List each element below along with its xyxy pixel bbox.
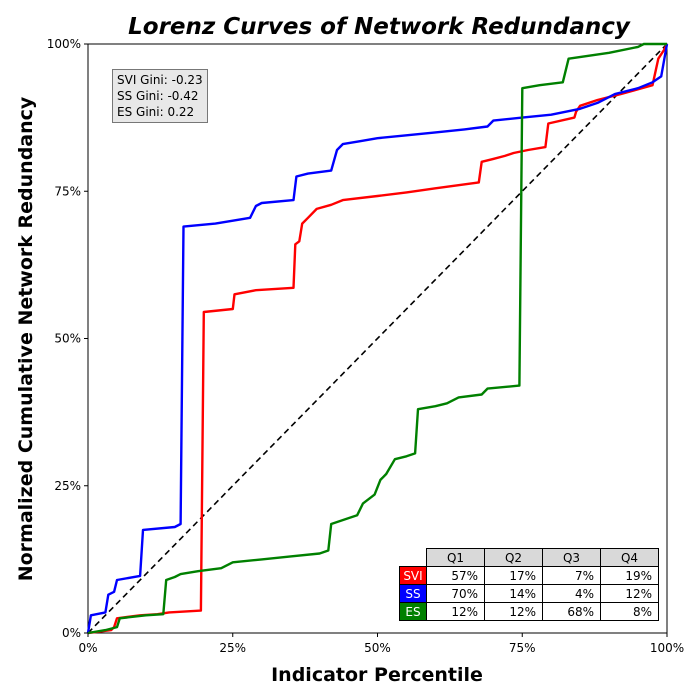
series-line-ss (86, 43, 669, 634)
quartile-row-ss: SS 70% 14% 4% 12% (399, 584, 659, 603)
quartile-cell: 19% (600, 566, 659, 585)
quartile-cell: 70% (426, 584, 485, 603)
x-tick-label: 50% (364, 641, 391, 655)
gini-stat-svi: SVI Gini: -0.23 (117, 73, 203, 87)
quartile-row-label-es: ES (399, 602, 427, 621)
equality-line-group (87, 43, 668, 634)
quartile-cell: 7% (542, 566, 601, 585)
y-tick-label: 50% (54, 332, 81, 346)
chart-title: Lorenz Curves of Network Redundancy (128, 14, 631, 40)
quartile-cell: 57% (426, 566, 485, 585)
quartile-cell: 4% (542, 584, 601, 603)
tick-labels: 0%0% 25% 25% 50% 50% 75% 75% 100% 100% (47, 37, 684, 655)
quartile-row-label-svi: SVI (399, 566, 427, 585)
quartile-cell: 14% (484, 584, 543, 603)
x-tick-label: 25% (219, 641, 246, 655)
quartile-cell: 12% (600, 584, 659, 603)
y-tick-label: 75% (54, 184, 81, 198)
x-axis-label: Indicator Percentile (271, 664, 483, 686)
quartile-cell: 68% (542, 602, 601, 621)
x-tick-label: 100% (650, 641, 684, 655)
gini-stats-box: SVI Gini: -0.23 SS Gini: -0.42 ES Gini: … (112, 69, 208, 123)
quartile-cell: 12% (484, 602, 543, 621)
quartile-cell: 8% (600, 602, 659, 621)
y-tick-label: 100% (47, 37, 81, 51)
gini-stat-es: ES Gini: 0.22 (117, 105, 195, 119)
quartile-table-corner (400, 549, 427, 567)
x-tick-label: 75% (509, 641, 536, 655)
x-tick-label: 0% (78, 641, 97, 655)
quartile-header-q4: Q4 (600, 548, 659, 567)
series-line-es (87, 42, 667, 635)
quartile-table-header: Q1 Q2 Q3 Q4 (400, 548, 659, 567)
quartile-header-q3: Q3 (542, 548, 601, 567)
quartile-cell: 12% (426, 602, 485, 621)
quartile-row-svi: SVI 57% 17% 7% 19% (399, 566, 659, 585)
y-tick-label: 25% (54, 479, 81, 493)
quartile-row-label-ss: SS (399, 584, 427, 603)
quartile-cell: 17% (484, 566, 543, 585)
quartile-row-es: ES 12% 12% 68% 8% (399, 602, 659, 621)
quartile-header-q2: Q2 (484, 548, 543, 567)
y-axis-label: Normalized Cumulative Network Redundancy (15, 96, 37, 581)
equality-line (87, 43, 668, 634)
series-lines (86, 42, 669, 635)
y-tick-label: 0% (62, 626, 81, 640)
gini-stat-ss: SS Gini: -0.42 (117, 89, 199, 103)
quartile-table: Q1 Q2 Q3 Q4 SVI 57% 17% 7% 19% SS 70% 14… (399, 548, 659, 621)
quartile-header-q1: Q1 (426, 548, 485, 567)
